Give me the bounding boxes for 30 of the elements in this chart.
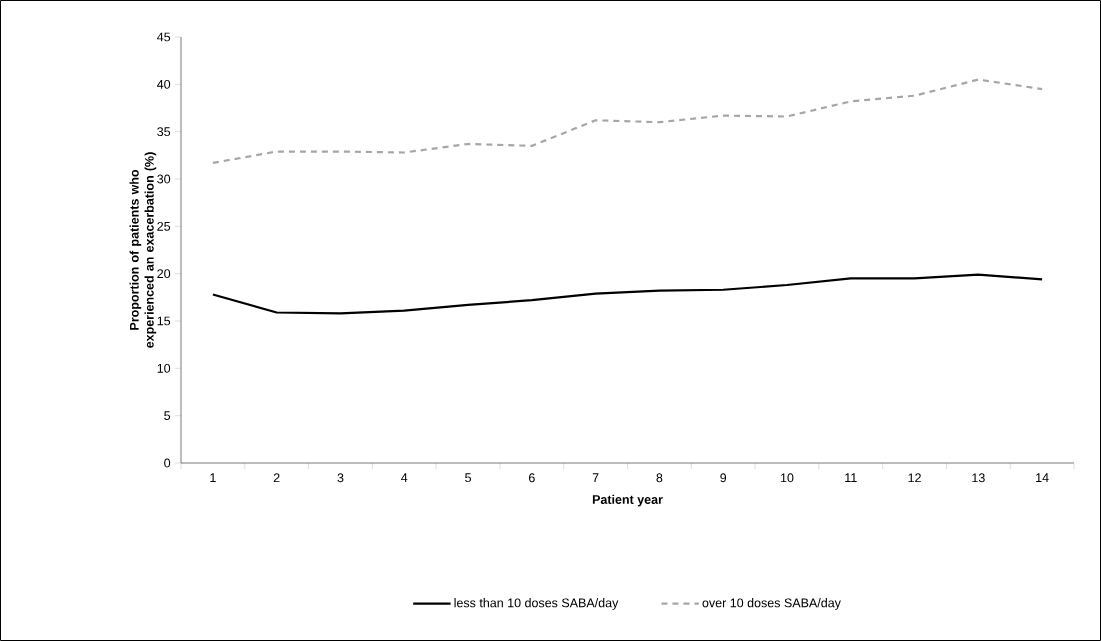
x-tick-label: 8 (656, 473, 663, 483)
y-tick-label: 15 (157, 316, 171, 326)
y-tick-label: 0 (164, 458, 171, 468)
legend-label: less than 10 doses SABA/day (454, 598, 619, 610)
x-tick-label: 10 (780, 473, 794, 483)
x-tick-label: 7 (592, 473, 599, 482)
y-tick-label: 40 (157, 79, 171, 89)
y-tick-label: 10 (157, 363, 171, 373)
y-tick-label: 35 (157, 127, 171, 137)
x-tick-label: 4 (401, 473, 408, 482)
y-axis-title: Proportion of patients who experienced an exacerbation (%) (129, 152, 157, 348)
x-tick-label: 11 (845, 473, 857, 482)
x-tick-label: 14 (1036, 473, 1049, 482)
x-tick-label: 1 (210, 473, 216, 482)
y-tick-label: 45 (157, 32, 171, 42)
line-series (211, 78, 1044, 165)
y-tick-label: 30 (157, 174, 171, 184)
x-tick-label: 5 (465, 473, 471, 483)
x-tick-label: 12 (908, 473, 921, 483)
line-series (211, 273, 1044, 315)
legend-label: over 10 doses SABA/day (702, 598, 841, 610)
x-tick-label: 3 (337, 473, 344, 483)
y-tick-label: 20 (157, 269, 171, 279)
x-tick-label: 9 (720, 473, 727, 483)
x-tick-label: 6 (528, 473, 535, 483)
x-tick-label: 2 (273, 473, 280, 483)
y-tick-label: 25 (157, 221, 171, 231)
y-tick-label: 5 (164, 411, 171, 421)
x-axis-title: Patient year (592, 494, 663, 507)
x-tick-label: 13 (972, 473, 985, 483)
